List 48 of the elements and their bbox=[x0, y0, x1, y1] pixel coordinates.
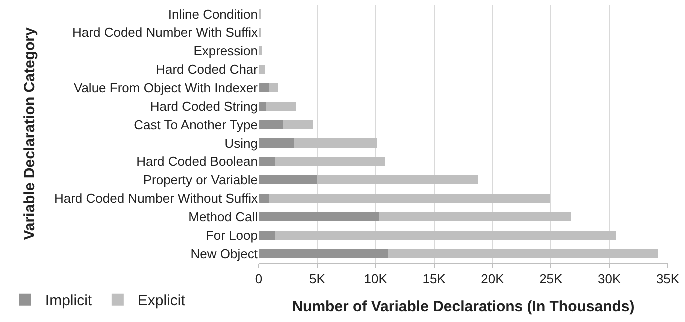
bar bbox=[270, 194, 550, 204]
x-tick-label: 35K bbox=[656, 272, 680, 287]
bar bbox=[259, 120, 283, 130]
y-tick-label: Inline Condition bbox=[168, 6, 258, 22]
legend-label: Explicit bbox=[138, 292, 186, 310]
bar bbox=[259, 212, 380, 222]
y-tick-label: Property or Variable bbox=[143, 172, 258, 188]
x-tick-label: 25K bbox=[540, 272, 564, 287]
y-tick-label: For Loop bbox=[206, 228, 258, 243]
legend-label: Implicit bbox=[45, 292, 93, 310]
bar bbox=[294, 138, 378, 148]
bar bbox=[259, 157, 276, 166]
bar bbox=[259, 249, 388, 258]
bar bbox=[259, 102, 267, 111]
x-axis-title: Number of Variable Declarations (In Thousands) bbox=[292, 298, 635, 316]
bar bbox=[259, 46, 263, 56]
x-tick-label: 20K bbox=[481, 272, 505, 287]
y-tick-label: Hard Coded String bbox=[150, 98, 258, 114]
y-tick-label: Hard Coded Number With Suffix bbox=[72, 25, 258, 40]
y-axis-title: Variable Declaration Category bbox=[22, 27, 39, 240]
y-tick-label: Hard Coded Boolean bbox=[136, 154, 258, 170]
y-tick-label: Value From Object With Indexer bbox=[74, 80, 259, 96]
bar bbox=[275, 157, 386, 166]
y-tick-label: Hard Coded Char bbox=[156, 62, 259, 78]
x-tick-label: 0 bbox=[255, 272, 263, 287]
bar bbox=[259, 230, 276, 240]
y-tick-label: New Object bbox=[190, 246, 258, 262]
bar bbox=[259, 138, 295, 148]
x-tick-label: 30K bbox=[598, 272, 622, 287]
bar bbox=[259, 83, 270, 93]
bar bbox=[275, 230, 617, 240]
bar bbox=[316, 175, 479, 185]
y-tick-label: Method Call bbox=[188, 209, 258, 224]
y-tick-label: Hard Coded Number Without Suffix bbox=[54, 191, 258, 206]
y-tick-label: Expression bbox=[194, 44, 258, 59]
x-tick-label: 10K bbox=[364, 272, 388, 287]
bar bbox=[259, 175, 317, 185]
bar bbox=[266, 102, 296, 111]
y-tick-label: Using bbox=[224, 136, 258, 151]
bar bbox=[388, 249, 659, 258]
bar bbox=[270, 83, 278, 93]
x-tick-label: 5K bbox=[309, 272, 326, 287]
bar bbox=[282, 120, 313, 130]
y-tick-label: Cast To Another Type bbox=[134, 117, 258, 132]
bar bbox=[259, 64, 266, 74]
bar bbox=[379, 212, 572, 222]
bar bbox=[259, 194, 270, 204]
x-tick-label: 15K bbox=[422, 272, 446, 287]
